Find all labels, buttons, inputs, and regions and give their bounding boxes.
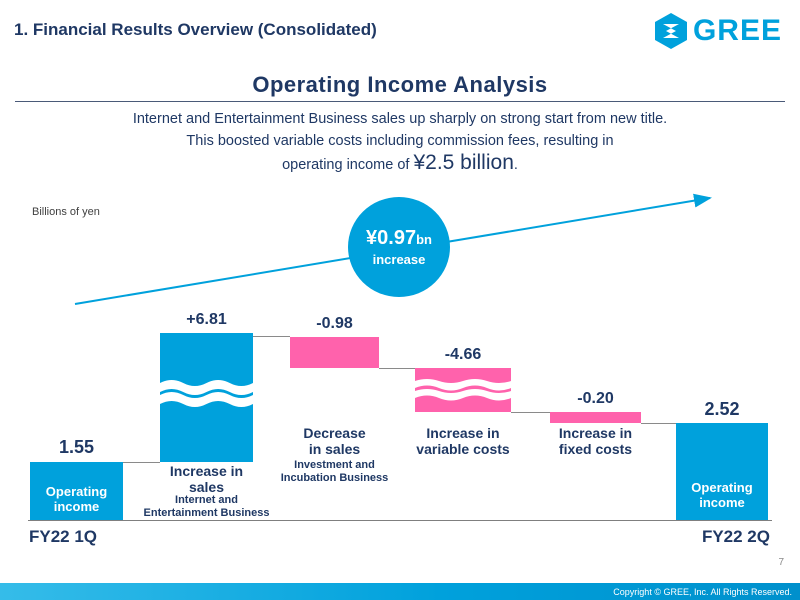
waterfall-bar-operating-income-1q: Operating income	[30, 462, 123, 520]
waterfall-bar-operating-income-2q: Operating income	[676, 423, 768, 520]
bar-inner-label: Operating income	[30, 484, 123, 514]
increase-badge-unit: bn	[416, 232, 432, 247]
bar-label-increase-fixed-costs: Increase in fixed costs	[545, 425, 646, 457]
page-number: 7	[778, 557, 784, 568]
bar-label-increase-variable-costs: Increase in variable costs	[410, 425, 516, 457]
increase-badge: ¥0.97bn increase	[348, 197, 450, 297]
bar-label-line: sales	[188, 479, 225, 495]
axis-break-icon	[415, 379, 511, 401]
x-axis-label-fy22-2q: FY22 2Q	[701, 527, 770, 546]
bar-value-label: 2.52	[704, 399, 740, 419]
bar-sublabel-investment-incubation: Investment and Incubation Business	[275, 459, 394, 485]
bar-value-label: -4.66	[444, 346, 482, 363]
bar-inner-label-line: income	[699, 495, 745, 510]
page-title: Operating Income Analysis	[252, 72, 548, 97]
title-divider	[15, 101, 785, 102]
unit-label: Billions of yen	[32, 206, 100, 218]
bar-sublabel-line: Incubation Business	[280, 472, 389, 484]
gree-logo-text: GREE	[692, 14, 782, 47]
bar-label-line: Increase in	[169, 463, 244, 479]
waterfall-connector	[511, 412, 550, 413]
x-axis-label-fy22-1q: FY22 1Q	[29, 527, 98, 546]
subtitle-line-3-suffix: .	[513, 157, 518, 173]
copyright-text: Copyright © GREE, Inc. All Rights Reserv…	[613, 586, 792, 597]
bar-value-label: +6.81	[186, 311, 227, 328]
bar-label-line: Decrease	[303, 425, 366, 441]
increase-badge-amount: ¥0.97	[366, 227, 417, 249]
subtitle-line-1: Internet and Entertainment Business sale…	[132, 111, 668, 127]
bar-label-line: Increase in	[558, 425, 633, 441]
waterfall-connector	[641, 423, 676, 424]
bar-value-label: 1.55	[58, 437, 95, 457]
waterfall-bar-increase-variable-costs	[415, 368, 511, 412]
bar-sublabel-internet-entertainment: Internet and Entertainment Business	[130, 494, 283, 520]
gree-hexagon-icon	[654, 13, 687, 49]
bar-label-line: in sales	[308, 441, 361, 457]
subtitle-line-3-prefix: operating income of	[282, 157, 414, 173]
subtitle-highlight-amount: ¥2.5 billion	[413, 151, 514, 174]
bar-label-line: Increase in	[426, 425, 500, 441]
subtitle-line-3: operating income of ¥2.5 billion.	[0, 152, 800, 176]
bar-label-decrease-in-sales: Decrease in sales	[285, 425, 384, 457]
waterfall-connector	[123, 462, 160, 463]
increase-badge-value: ¥0.97bn	[366, 227, 432, 250]
bar-inner-label: Operating income	[676, 480, 768, 510]
bar-sublabel-line: Entertainment Business	[143, 507, 270, 519]
waterfall-bar-increase-in-sales	[160, 333, 253, 462]
bar-inner-label-line: income	[53, 499, 100, 514]
slide-header-title: 1. Financial Results Overview (Consolida…	[14, 20, 377, 39]
footer-bar: Copyright © GREE, Inc. All Rights Reserv…	[0, 583, 800, 600]
gree-logo: GREE	[653, 12, 782, 50]
bar-sublabel-line: Investment and	[294, 459, 375, 471]
increase-badge-caption: increase	[372, 252, 426, 267]
waterfall-bar-decrease-in-sales	[290, 337, 379, 368]
waterfall-bar-increase-fixed-costs	[550, 412, 641, 423]
bar-label-increase-in-sales: Increase in sales	[140, 463, 273, 495]
bar-sublabel-line: Internet and	[175, 494, 238, 506]
bar-inner-label-line: Operating	[45, 484, 108, 499]
subtitle: Internet and Entertainment Business sale…	[0, 108, 800, 176]
axis-break-icon	[160, 380, 253, 407]
waterfall-connector	[253, 336, 290, 337]
subtitle-line-2: This boosted variable costs including co…	[186, 133, 614, 149]
bar-value-label: -0.98	[316, 315, 353, 332]
bar-label-line: fixed costs	[558, 441, 633, 457]
bar-inner-label-line: Operating	[691, 480, 753, 495]
x-axis-baseline	[28, 520, 772, 521]
bar-value-label: -0.20	[577, 390, 614, 407]
bar-label-line: variable costs	[416, 441, 510, 457]
waterfall-connector	[379, 368, 415, 369]
